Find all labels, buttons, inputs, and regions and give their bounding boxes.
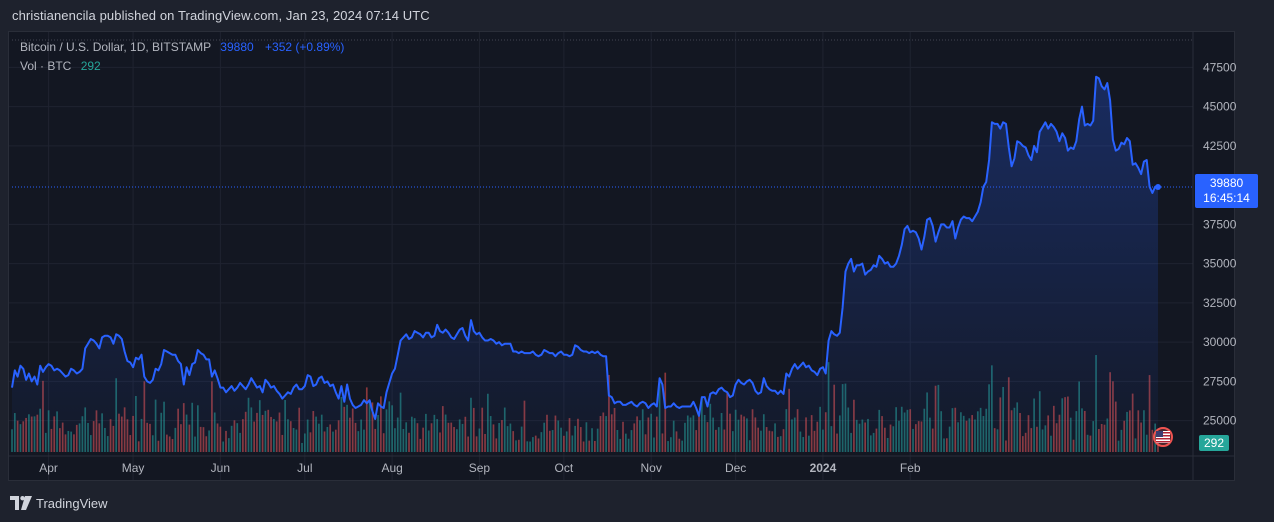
price-area-fill — [12, 76, 1158, 453]
x-tick-label: Jun — [211, 461, 230, 475]
price-change: +352 (+0.89%) — [265, 40, 345, 54]
x-tick-label: May — [122, 461, 145, 475]
volume-row: Vol · BTC 292 — [20, 59, 344, 78]
bar-countdown: 16:45:14 — [1203, 191, 1250, 205]
x-tick-label: Dec — [725, 461, 746, 475]
volume-label: Vol · BTC — [20, 59, 72, 73]
current-price-value: 39880 — [1209, 176, 1244, 190]
symbol-row: Bitcoin / U.S. Dollar, 1D, BITSTAMP 3988… — [20, 40, 344, 59]
x-tick-label: Nov — [640, 461, 661, 475]
y-tick-label: 25000 — [1203, 414, 1237, 428]
y-tick-label: 30000 — [1203, 335, 1237, 349]
current-price-tag: 39880 16:45:14 — [1195, 174, 1258, 208]
x-tick-label: 2024 — [810, 461, 837, 475]
y-tick-label: 37500 — [1203, 217, 1237, 231]
price-area — [11, 75, 1193, 453]
y-tick-label: 42500 — [1203, 139, 1237, 153]
chart-legend: Bitcoin / U.S. Dollar, 1D, BITSTAMP 3988… — [20, 40, 344, 78]
last-price-marker — [1155, 184, 1161, 191]
y-tick-label: 35000 — [1203, 257, 1237, 271]
footer: TradingView — [10, 493, 108, 513]
publish-info: christianencila published on TradingView… — [12, 8, 430, 23]
volume-value: 292 — [80, 59, 101, 73]
footer-brand: TradingView — [36, 495, 108, 511]
us-flag-icon[interactable] — [1151, 427, 1175, 447]
last-price: 39880 — [220, 40, 254, 54]
x-tick-label: Jul — [297, 461, 312, 475]
axes: 25000 27500 30000 32500 35000 37500 42500 45000… — [9, 32, 1237, 480]
price-line — [11, 75, 1159, 420]
tradingview-logo-icon[interactable] — [10, 496, 32, 510]
symbol-label: Bitcoin / U.S. Dollar, 1D, BITSTAMP — [20, 40, 211, 54]
x-tick-label: Sep — [469, 461, 491, 475]
y-tick-label: 27500 — [1203, 374, 1237, 388]
x-tick-label: Oct — [555, 461, 574, 475]
x-tick-label: Aug — [381, 461, 402, 475]
x-tick-label: Feb — [900, 461, 921, 475]
y-tick-label: 32500 — [1203, 296, 1237, 310]
volume-tag: 292 — [1199, 435, 1229, 451]
y-tick-label: 47500 — [1203, 60, 1237, 74]
y-tick-label: 45000 — [1203, 100, 1237, 114]
x-tick-label: Apr — [39, 461, 58, 475]
